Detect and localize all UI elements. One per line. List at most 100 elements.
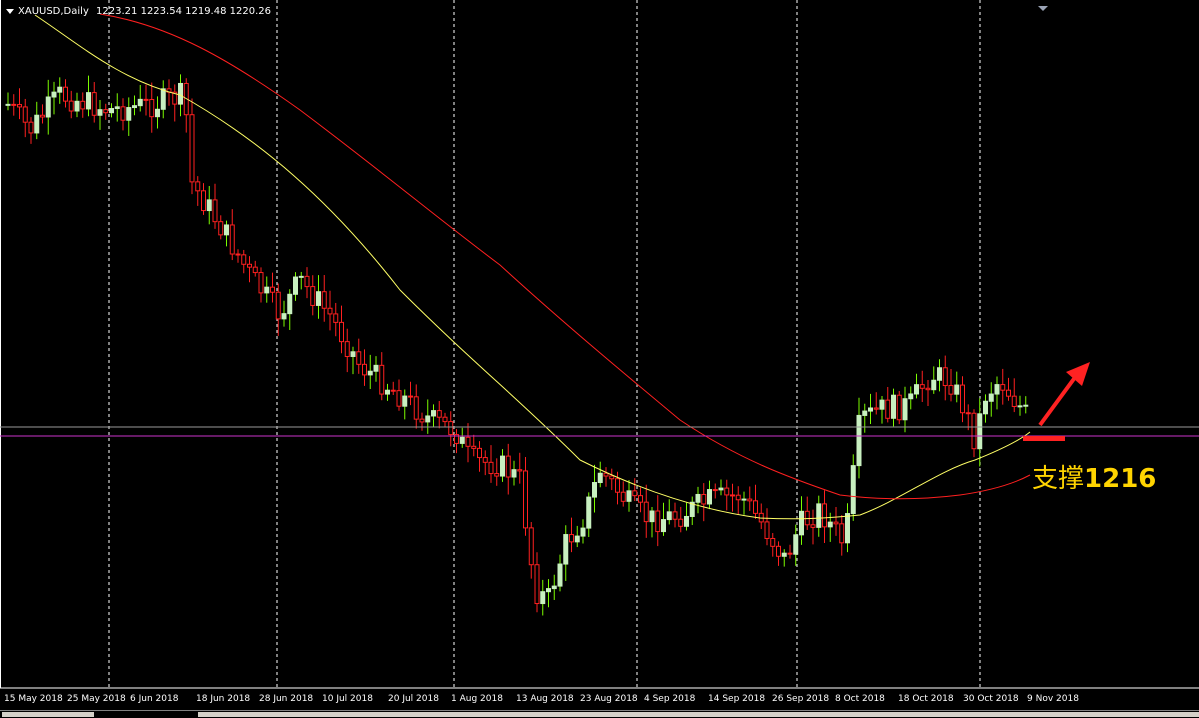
date-label: 20 Jul 2018 xyxy=(388,694,439,704)
candle-body xyxy=(615,478,620,493)
candle-body xyxy=(155,108,160,118)
candle-body xyxy=(954,384,960,395)
candle-body xyxy=(281,313,287,320)
candle-body xyxy=(839,523,845,544)
candle-body xyxy=(436,410,442,418)
candle-body xyxy=(833,521,839,525)
candle-body xyxy=(68,100,74,112)
candle-body xyxy=(505,455,511,478)
candle-body xyxy=(402,395,408,407)
date-label: 15 May 2018 xyxy=(4,694,63,704)
candle-body xyxy=(86,92,91,110)
chart-header: XAUUSD,Daily 1223.21 1223.54 1219.48 122… xyxy=(6,6,271,18)
candle-body xyxy=(919,384,925,389)
candle-body xyxy=(764,521,770,539)
candle-body xyxy=(672,511,678,520)
candle-body xyxy=(293,276,298,295)
candle-body xyxy=(850,465,856,515)
candle-body xyxy=(810,524,816,528)
candle-body xyxy=(787,552,793,555)
candle-body xyxy=(678,518,684,527)
candle-body xyxy=(264,286,270,294)
candle-body xyxy=(201,190,206,212)
candle-body xyxy=(63,86,68,102)
candle-body xyxy=(126,107,132,121)
candle-body xyxy=(868,407,873,412)
candle-body xyxy=(51,91,57,98)
candle-body xyxy=(1023,404,1029,407)
candle-body xyxy=(189,114,195,183)
date-label: 6 Jun 2018 xyxy=(130,694,179,704)
date-label: 23 Aug 2018 xyxy=(580,694,638,704)
candle-body xyxy=(781,552,787,557)
candle-body xyxy=(776,545,781,557)
candle-body xyxy=(718,487,724,491)
candle-body xyxy=(977,413,983,450)
candle-body xyxy=(494,473,500,477)
candle-body xyxy=(753,500,758,514)
candle-body xyxy=(528,527,534,566)
candle-body xyxy=(741,498,747,501)
candle-body xyxy=(822,503,827,528)
support-annotation: 支撑1216 xyxy=(1032,458,1156,495)
candle-body xyxy=(638,495,643,503)
candle-body xyxy=(465,436,471,447)
candle-body xyxy=(799,510,804,536)
candle-body xyxy=(97,109,103,116)
candle-body xyxy=(994,384,1000,395)
candle-body xyxy=(350,351,356,357)
candle-body xyxy=(373,364,379,372)
date-label: 30 Oct 2018 xyxy=(963,694,1019,704)
candle-body xyxy=(379,364,385,395)
ohlc-values: 1223.21 1223.54 1219.48 1220.26 xyxy=(96,6,271,17)
candle-body xyxy=(80,100,86,110)
candle-body xyxy=(695,493,701,503)
candle-body xyxy=(965,412,971,415)
candle-body xyxy=(873,407,879,410)
tab-strip-left[interactable] xyxy=(2,712,94,717)
candle-body xyxy=(684,515,689,527)
candle-body xyxy=(563,534,569,565)
dropdown-arrow-icon[interactable] xyxy=(6,8,14,14)
candle-body xyxy=(948,385,954,395)
candle-body xyxy=(431,410,436,417)
candle-body xyxy=(247,263,252,268)
candle-body xyxy=(592,482,597,498)
up-arrow-shaft xyxy=(1038,374,1078,427)
candle-body xyxy=(557,563,563,587)
candle-body xyxy=(730,494,735,497)
candle-body xyxy=(891,394,896,419)
candle-body xyxy=(327,307,333,315)
candle-body xyxy=(195,181,201,192)
scroll-marker-icon xyxy=(1038,6,1048,11)
candle-body xyxy=(655,510,661,533)
support-value: 1216 xyxy=(1084,464,1157,494)
candle-body xyxy=(523,470,528,529)
candle-body xyxy=(5,103,11,106)
date-label: 26 Sep 2018 xyxy=(772,694,830,704)
candle-body xyxy=(482,457,488,463)
candle-body xyxy=(74,100,80,112)
candle-body xyxy=(885,399,891,419)
date-label: 8 Oct 2018 xyxy=(835,694,885,704)
date-label: 13 Aug 2018 xyxy=(516,694,574,704)
candle-body xyxy=(862,410,868,416)
candle-body xyxy=(258,272,264,294)
candle-body xyxy=(459,436,465,444)
candle-body xyxy=(287,293,293,315)
candle-body xyxy=(333,313,339,323)
tab-strip-right[interactable] xyxy=(198,712,1199,717)
candle-body xyxy=(11,103,17,106)
candle-body xyxy=(120,106,126,121)
ma-fast-line xyxy=(34,14,1031,520)
candle-body xyxy=(689,501,695,517)
candle-body xyxy=(845,513,850,544)
candle-body xyxy=(91,92,97,116)
candle-body xyxy=(649,510,655,523)
date-label: 10 Jul 2018 xyxy=(322,694,373,704)
candle-body xyxy=(321,291,327,309)
candle-body xyxy=(1000,384,1006,391)
candle-body xyxy=(356,351,362,365)
